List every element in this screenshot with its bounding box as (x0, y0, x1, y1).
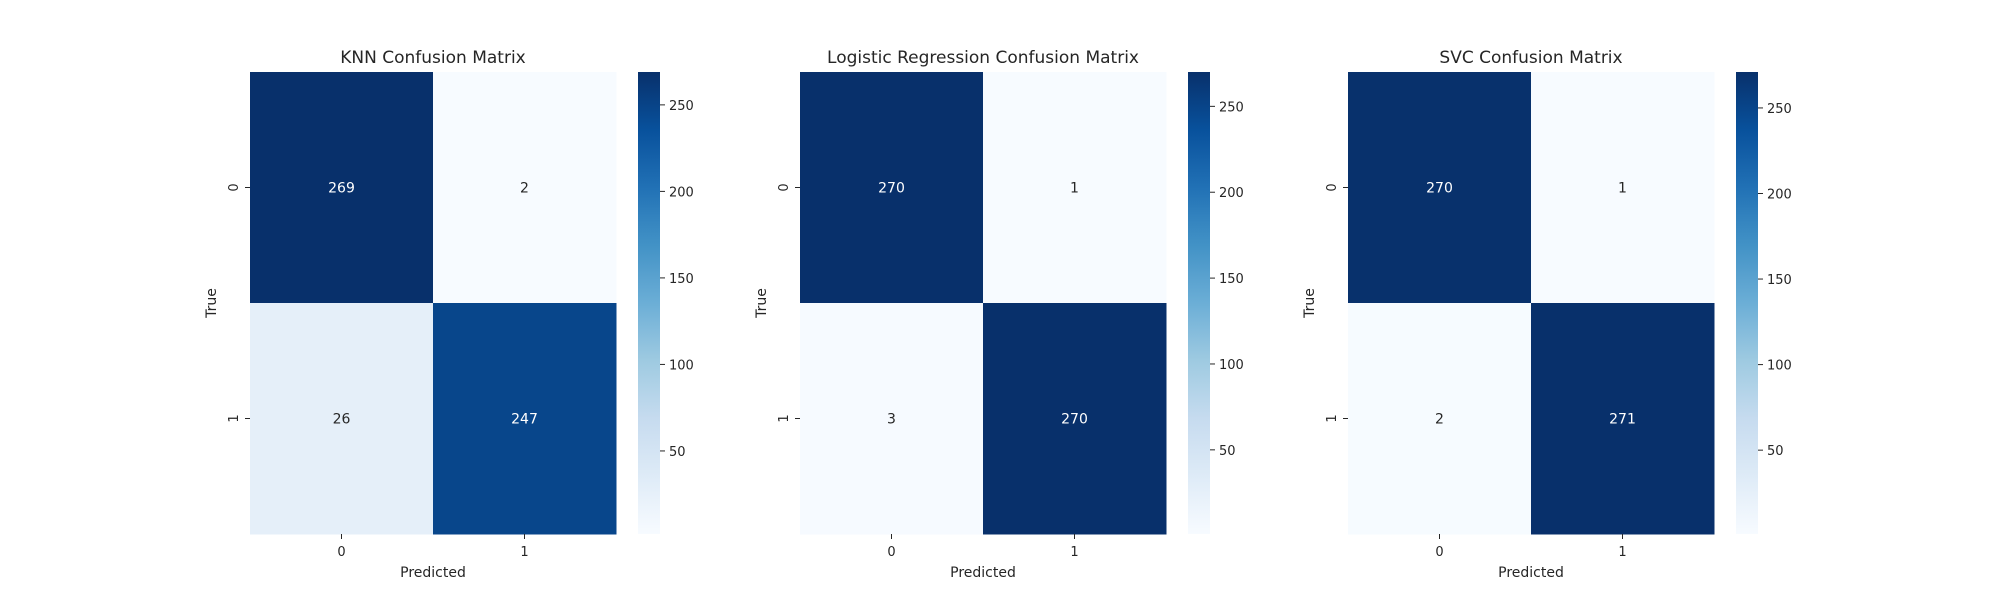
heatmap-cell (250, 72, 434, 304)
y-tick-label: 1 (777, 414, 792, 422)
cell-value-label: 26 (333, 412, 351, 428)
y-tick-label: 0 (227, 183, 242, 191)
colorbar-tick-label: 50 (669, 445, 686, 460)
colorbar-tick-label: 250 (669, 99, 694, 114)
x-axis-label: Predicted (950, 565, 1016, 581)
confusion-matrix-panel: Logistic Regression Confusion Matrix 270 1… (754, 48, 1244, 581)
colorbar-tick-label: 50 (1219, 444, 1236, 459)
y-tick-label: 0 (1325, 183, 1340, 191)
confusion-matrix-panel: KNN Confusion Matrix 269 2 26 247 0 1 Predicted… (204, 48, 694, 581)
colorbar (638, 72, 660, 534)
chart-title: KNN Confusion Matrix (340, 48, 525, 68)
y-axis-label: True (754, 288, 770, 319)
heatmap-cell (800, 303, 984, 535)
cell-value-label: 1 (1070, 181, 1079, 197)
heatmap-cell (433, 72, 617, 304)
x-tick-label: 1 (520, 545, 528, 560)
colorbar-tick-label: 150 (1219, 272, 1244, 287)
heatmap-cell (1348, 303, 1532, 535)
colorbar-tick-label: 200 (1219, 186, 1244, 201)
x-tick-label: 0 (887, 545, 895, 560)
y-axis-label: True (1302, 288, 1318, 319)
heatmap-cell (983, 72, 1167, 304)
heatmap-cell (1531, 72, 1715, 304)
heatmap-cell (800, 72, 984, 304)
y-axis-label: True (204, 288, 220, 319)
cell-value-label: 270 (878, 181, 905, 197)
heatmap-cell (433, 303, 617, 535)
colorbar-tick-label: 50 (1767, 444, 1784, 459)
cell-value-label: 269 (328, 181, 355, 197)
colorbar-tick-label: 200 (669, 185, 694, 200)
cell-value-label: 3 (887, 412, 896, 428)
cell-value-label: 247 (511, 412, 538, 428)
colorbar-tick-label: 250 (1767, 102, 1792, 117)
colorbar-tick-label: 250 (1219, 100, 1244, 115)
confusion-matrix-panel: SVC Confusion Matrix 270 1 2 271 0 1 Predicted 0… (1302, 48, 1792, 581)
heatmap-cell (1348, 72, 1532, 304)
colorbar (1736, 72, 1758, 534)
colorbar-tick-label: 100 (669, 358, 694, 373)
x-tick-label: 1 (1618, 545, 1626, 560)
cell-value-label: 271 (1609, 412, 1636, 428)
colorbar-tick-label: 200 (1767, 187, 1792, 202)
colorbar-tick-label: 100 (1219, 358, 1244, 373)
cell-value-label: 2 (1435, 412, 1444, 428)
colorbar (1188, 72, 1210, 534)
cell-value-label: 2 (520, 181, 529, 197)
x-tick-label: 0 (1435, 545, 1443, 560)
x-tick-label: 0 (337, 545, 345, 560)
y-tick-label: 1 (227, 414, 242, 422)
colorbar-tick-label: 150 (1767, 273, 1792, 288)
heatmap-cell (1531, 303, 1715, 535)
y-tick-label: 1 (1325, 414, 1340, 422)
x-tick-label: 1 (1070, 545, 1078, 560)
x-axis-label: Predicted (1498, 565, 1564, 581)
x-axis-label: Predicted (400, 565, 466, 581)
cell-value-label: 270 (1061, 412, 1088, 428)
chart-title: Logistic Regression Confusion Matrix (827, 48, 1139, 68)
heatmap-cell (250, 303, 434, 535)
cell-value-label: 270 (1426, 181, 1453, 197)
colorbar-tick-label: 100 (1767, 359, 1792, 374)
chart-title: SVC Confusion Matrix (1439, 48, 1622, 68)
cell-value-label: 1 (1618, 181, 1627, 197)
y-tick-label: 0 (777, 183, 792, 191)
colorbar-tick-label: 150 (669, 272, 694, 287)
heatmap-cell (983, 303, 1167, 535)
